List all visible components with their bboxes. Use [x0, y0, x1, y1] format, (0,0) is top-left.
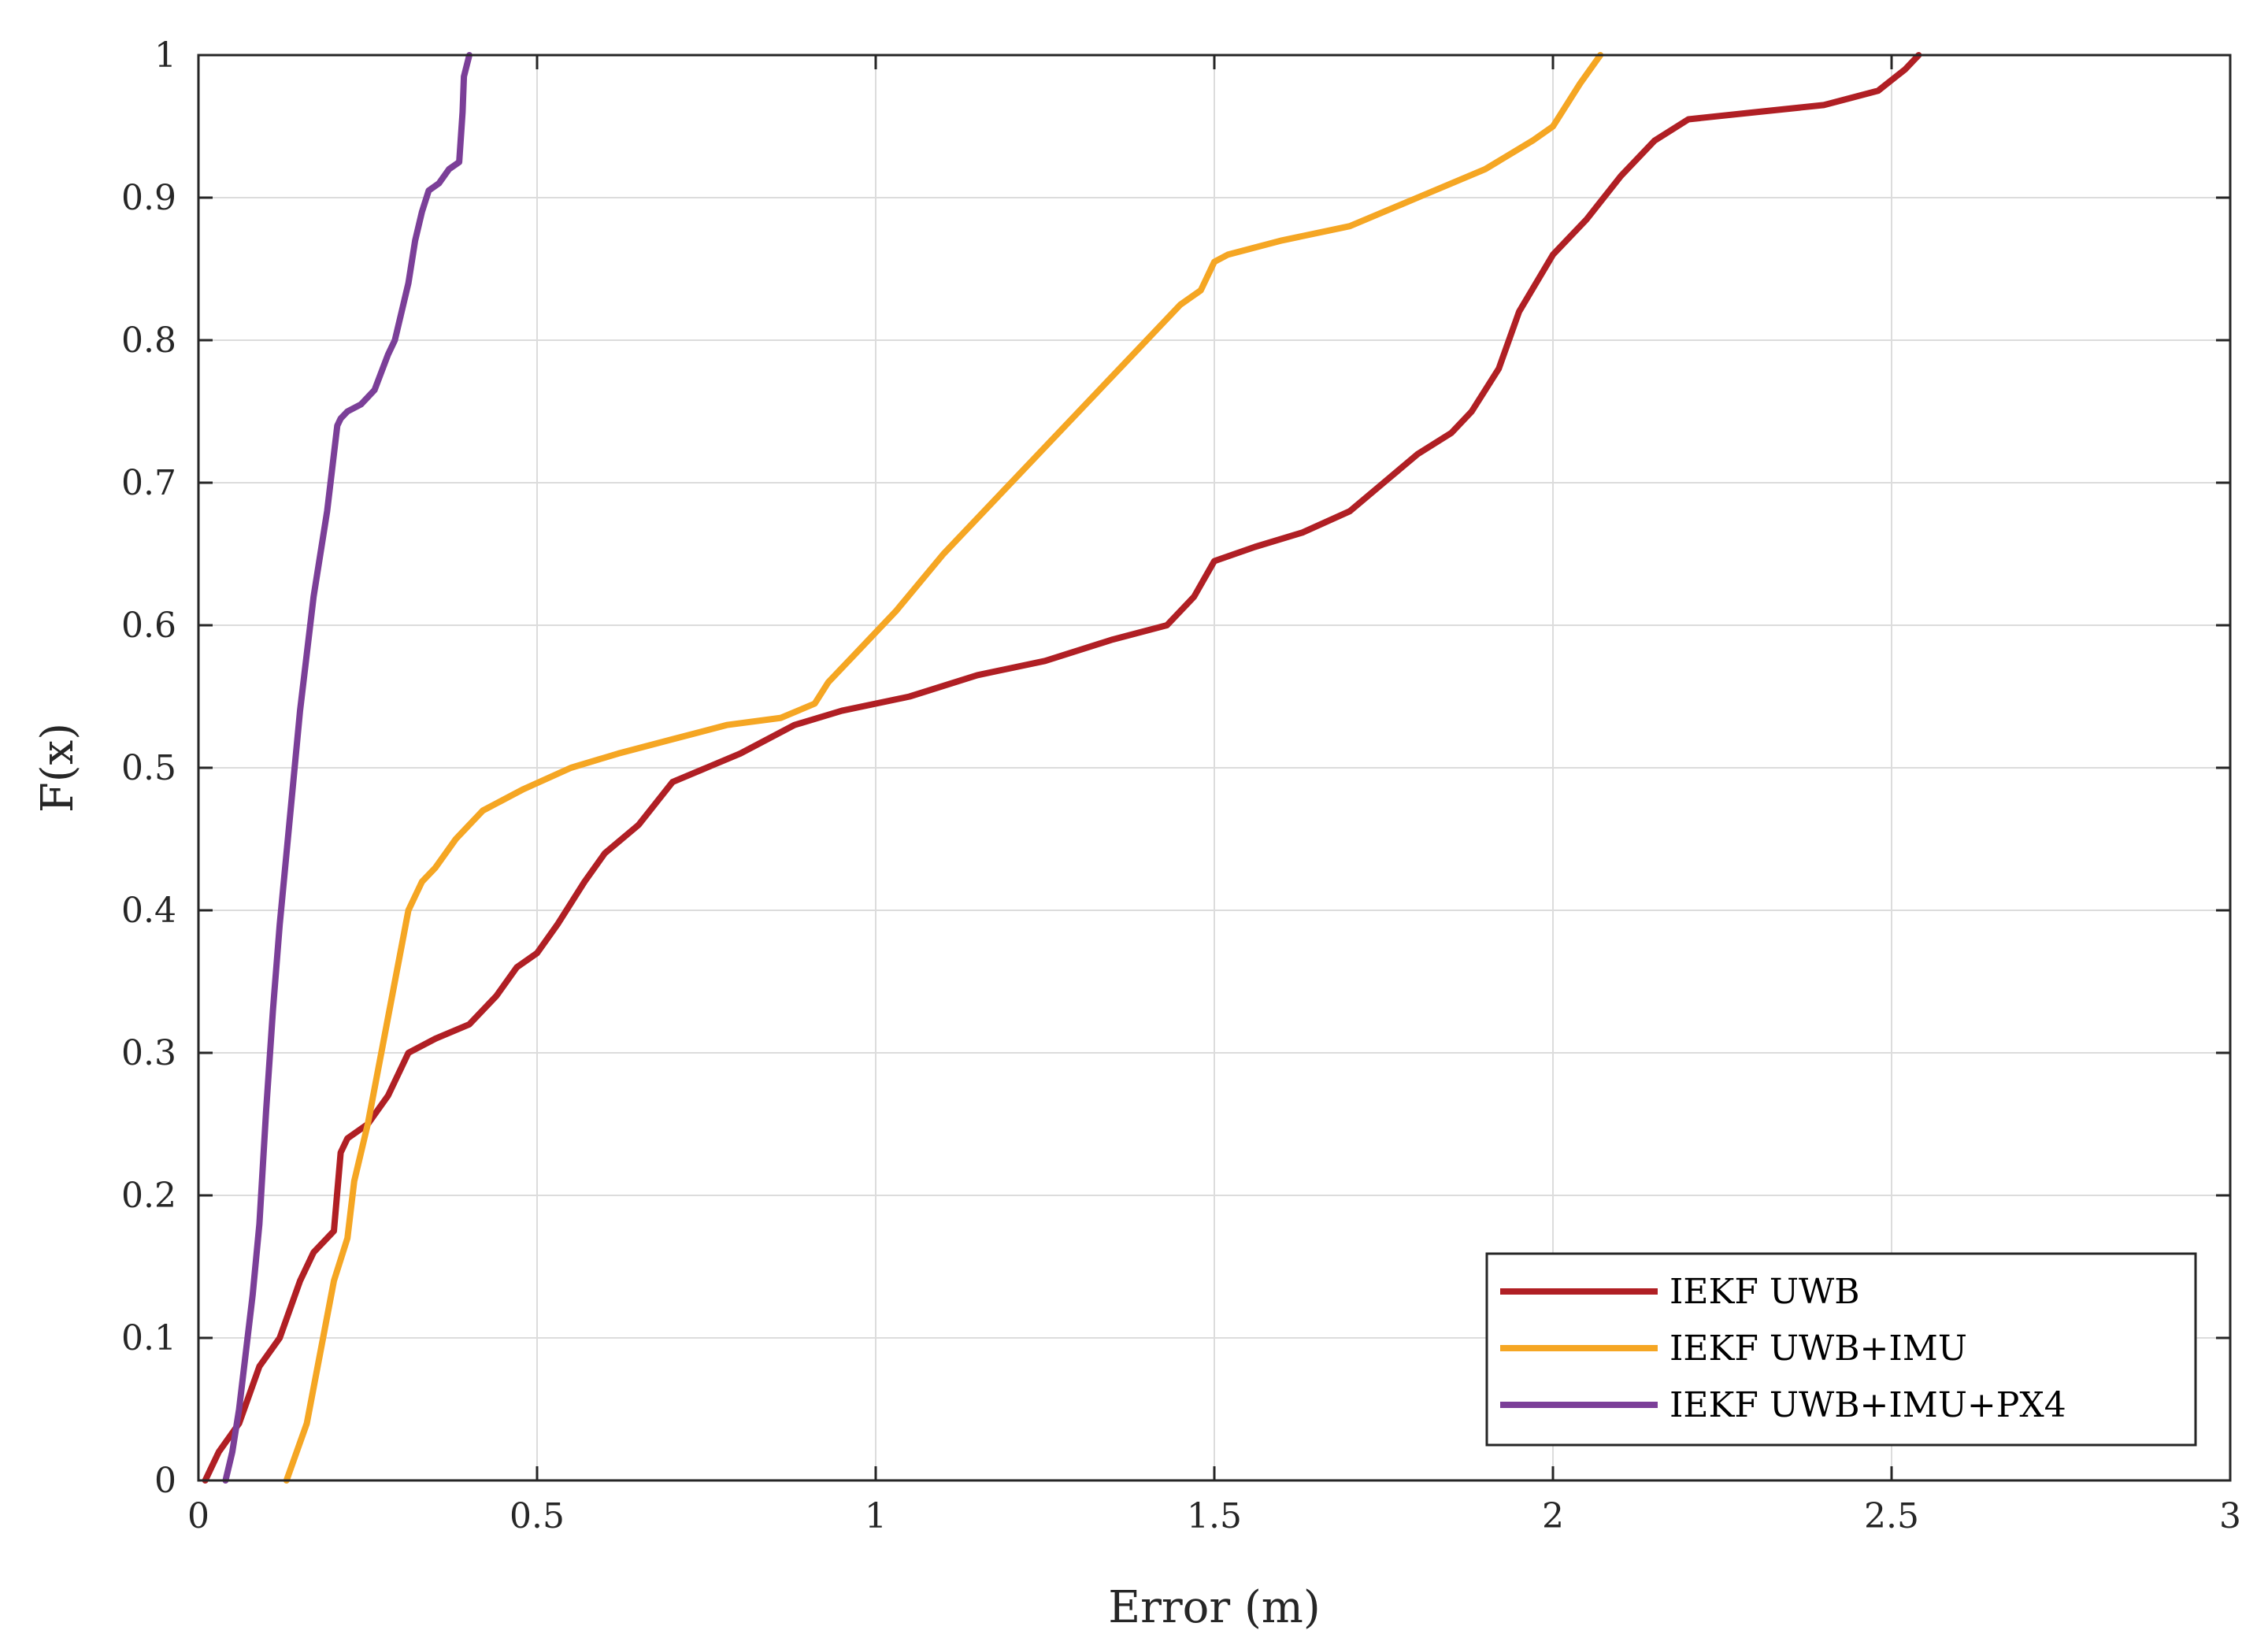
ticks — [197, 54, 2232, 1482]
y-tick-label: 0.5 — [121, 748, 176, 788]
x-tick-label: 0 — [187, 1496, 209, 1536]
series-line-iekf-uwb-imu — [283, 52, 1604, 1484]
y-tick-label: 0.1 — [121, 1318, 176, 1358]
series-layer — [202, 52, 1922, 1484]
x-tick-label: 2 — [1542, 1496, 1564, 1536]
grid — [198, 55, 2230, 1480]
y-tick-label: 0 — [154, 1461, 176, 1501]
legend-label-iekf-uwb: IEKF UWB — [1670, 1272, 1860, 1312]
y-tick-label: 0.4 — [121, 891, 176, 931]
series-line-iekf-uwb-imu-px4 — [222, 52, 472, 1484]
y-tick-label: 0.2 — [121, 1176, 176, 1216]
x-tick-label: 0.5 — [510, 1496, 565, 1536]
y-tick-label: 1 — [154, 35, 176, 76]
x-tick-label: 3 — [2219, 1496, 2241, 1536]
series-line-iekf-uwb — [202, 52, 1922, 1484]
y-tick-label: 0.6 — [121, 606, 176, 646]
y-tick-label: 0.3 — [121, 1033, 176, 1073]
y-tick-label: 0.7 — [121, 463, 176, 503]
x-tick-label: 1.5 — [1187, 1496, 1242, 1536]
x-axis-title: Error (m) — [1108, 1582, 1321, 1633]
x-tick-label: 1 — [865, 1496, 887, 1536]
legend-label-iekf-uwb-imu-px4: IEKF UWB+IMU+PX4 — [1670, 1385, 2066, 1425]
legend-label-iekf-uwb-imu: IEKF UWB+IMU — [1670, 1328, 1967, 1369]
y-tick-label: 0.9 — [121, 178, 176, 218]
x-tick-label: 2.5 — [1864, 1496, 1919, 1536]
y-tick-label: 0.8 — [121, 321, 176, 361]
y-axis-title: F(x) — [32, 723, 83, 813]
legend: IEKF UWB IEKF UWB+IMU IEKF UWB+IMU+PX4 — [1485, 1252, 2197, 1447]
tick-labels: 0 0.5 1 1.5 2 2.5 3 0 0.1 0.2 0.3 0.4 0.5 0.6 0.7 0.8 0.… — [121, 35, 2241, 1536]
